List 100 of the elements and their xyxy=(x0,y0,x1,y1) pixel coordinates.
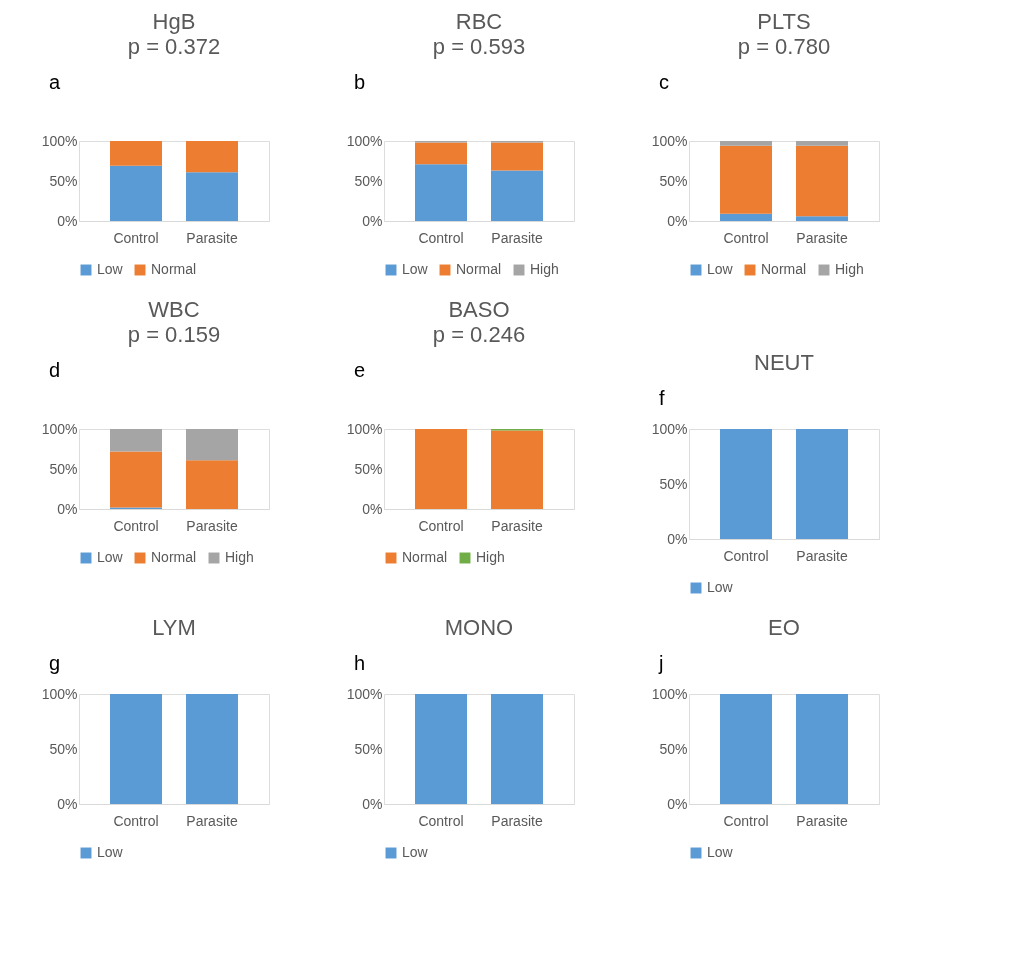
legend-label: High xyxy=(835,261,864,277)
chart-title: LYM xyxy=(152,615,196,640)
x-tick-label: Parasite xyxy=(186,517,238,534)
legend-label: High xyxy=(530,261,559,277)
legend-label: Normal xyxy=(151,549,197,565)
bar xyxy=(796,145,848,217)
text: b xyxy=(354,71,366,93)
legend-label: Low xyxy=(97,844,124,860)
legend-label: Low xyxy=(97,261,124,277)
chart-subtitle: p = 0.246 xyxy=(432,322,526,347)
x-tick-label: Parasite xyxy=(796,547,848,564)
y-tick-label: 100% xyxy=(651,132,688,149)
chart-title: RBC xyxy=(455,9,503,34)
x-tick-label: Control xyxy=(723,547,769,564)
y-tick-label: 0% xyxy=(57,500,78,517)
x-tick-label: Parasite xyxy=(491,229,543,246)
x-tick-label: Parasite xyxy=(796,229,848,246)
chart-title: NEUT xyxy=(754,350,814,375)
y-tick-label: 100% xyxy=(346,685,383,702)
y-tick-label: 0% xyxy=(57,212,78,229)
x-tick-label: Control xyxy=(113,517,159,534)
legend-label: Low xyxy=(707,579,734,595)
y-tick-label: 100% xyxy=(41,132,78,149)
y-tick-label: 0% xyxy=(667,795,688,812)
y-tick-label: 0% xyxy=(362,500,383,517)
y-tick-label: 50% xyxy=(659,172,688,189)
legend-label: Normal xyxy=(761,261,807,277)
x-tick-label: Control xyxy=(418,812,464,829)
legend-label: Low xyxy=(402,261,429,277)
chart-title: WBC xyxy=(148,297,200,322)
bar xyxy=(720,141,772,146)
text: f xyxy=(659,387,665,409)
y-tick-label: 50% xyxy=(354,172,383,189)
chart-subtitle: p = 0.780 xyxy=(737,34,831,59)
bar xyxy=(796,216,848,221)
chart-title: HgB xyxy=(152,9,196,34)
x-tick-label: Parasite xyxy=(491,517,543,534)
x-tick-label: Parasite xyxy=(186,812,238,829)
y-tick-label: 50% xyxy=(49,460,78,477)
chart-title: MONO xyxy=(444,615,514,640)
legend-label: Low xyxy=(97,549,124,565)
bar xyxy=(186,429,238,461)
bar xyxy=(415,142,467,165)
y-tick-label: 50% xyxy=(354,740,383,757)
y-tick-label: 100% xyxy=(41,685,78,702)
bar xyxy=(110,141,162,166)
bar xyxy=(110,429,162,452)
x-tick-label: Control xyxy=(113,812,159,829)
x-tick-label: Parasite xyxy=(491,812,543,829)
y-tick-label: 0% xyxy=(362,212,383,229)
bar xyxy=(720,213,772,221)
text: c xyxy=(659,71,669,93)
x-tick-label: Control xyxy=(723,229,769,246)
legend-label: Normal xyxy=(402,549,448,565)
bar xyxy=(186,172,238,221)
y-tick-label: 100% xyxy=(41,420,78,437)
x-tick-label: Parasite xyxy=(186,229,238,246)
y-tick-label: 0% xyxy=(667,212,688,229)
y-tick-label: 100% xyxy=(651,420,688,437)
y-tick-label: 100% xyxy=(346,420,383,437)
bar xyxy=(186,460,238,509)
text: e xyxy=(354,359,366,381)
y-tick-label: 50% xyxy=(659,475,688,492)
y-tick-label: 50% xyxy=(354,460,383,477)
y-tick-label: 50% xyxy=(49,740,78,757)
legend-label: Normal xyxy=(151,261,197,277)
x-tick-label: Control xyxy=(113,229,159,246)
bar xyxy=(186,141,238,173)
bar xyxy=(491,170,543,221)
bar xyxy=(491,142,543,171)
legend-label: High xyxy=(476,549,505,565)
legend-label: Normal xyxy=(456,261,502,277)
legend-label: Low xyxy=(402,844,429,860)
y-tick-label: 100% xyxy=(346,132,383,149)
x-tick-label: Control xyxy=(418,517,464,534)
text: j xyxy=(658,652,664,674)
y-tick-label: 100% xyxy=(651,685,688,702)
legend-label: Low xyxy=(707,261,734,277)
x-tick-label: Control xyxy=(723,812,769,829)
legend-label: Low xyxy=(707,844,734,860)
y-tick-label: 0% xyxy=(57,795,78,812)
bar xyxy=(110,451,162,508)
text: d xyxy=(49,359,61,381)
bar xyxy=(796,141,848,146)
x-tick-label: Parasite xyxy=(796,812,848,829)
bar xyxy=(415,164,467,221)
text: h xyxy=(354,652,366,674)
y-tick-label: 0% xyxy=(362,795,383,812)
chart-title: EO xyxy=(768,615,800,640)
y-tick-label: 50% xyxy=(49,172,78,189)
chart-subtitle: p = 0.593 xyxy=(432,34,526,59)
chart-title: PLTS xyxy=(757,9,811,34)
text: a xyxy=(49,71,61,93)
chart-subtitle: p = 0.159 xyxy=(127,322,221,347)
bar xyxy=(720,145,772,214)
bar xyxy=(110,165,162,221)
y-tick-label: 50% xyxy=(659,740,688,757)
text: g xyxy=(49,652,61,674)
y-tick-label: 0% xyxy=(667,530,688,547)
chart-title: BASO xyxy=(448,297,510,322)
